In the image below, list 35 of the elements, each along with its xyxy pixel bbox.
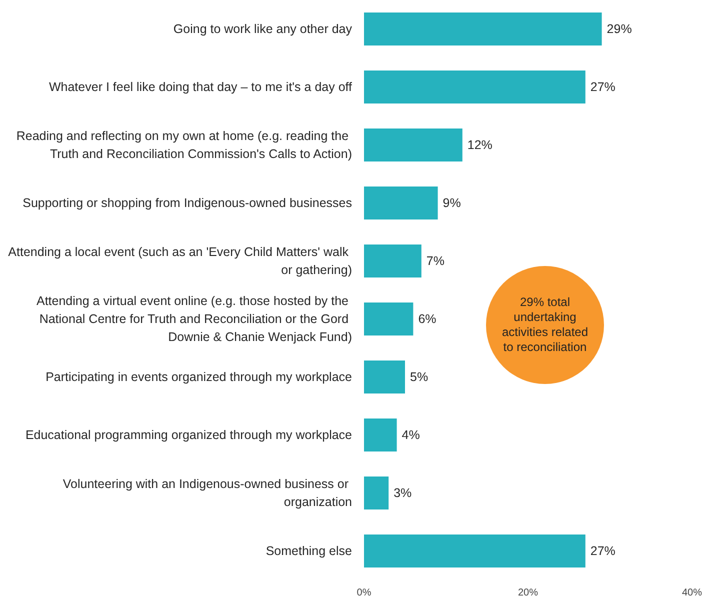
data-label: 4% bbox=[402, 428, 420, 442]
x-tick-label: 20% bbox=[518, 588, 538, 598]
data-label: 5% bbox=[410, 370, 428, 384]
bar bbox=[364, 360, 405, 394]
bar bbox=[364, 70, 586, 104]
bar bbox=[364, 12, 602, 46]
data-label: 27% bbox=[590, 544, 616, 558]
y-tick-label: Reading and reflecting on my own at home (e.g. reading the Truth and Reconciliation Commission's Calls to Action) bbox=[16, 129, 352, 161]
data-label: 3% bbox=[394, 486, 412, 500]
bar bbox=[364, 476, 389, 510]
y-tick-label: Something else bbox=[266, 544, 352, 558]
y-tick-label: Educational programming organized through my workplace bbox=[25, 428, 352, 442]
annotation: 29% total undertaking activities related to reconciliation bbox=[500, 295, 590, 355]
data-label: 6% bbox=[418, 312, 436, 326]
y-tick-label: Attending a local event (such as an 'Every Child Matters' walk or gathering) bbox=[8, 245, 352, 277]
y-tick-label: Whatever I feel like doing that day – to me it's a day off bbox=[48, 80, 353, 94]
y-tick-label: Supporting or shopping from Indigenous-owned businesses bbox=[22, 196, 352, 210]
bar bbox=[364, 418, 397, 452]
bar bbox=[364, 534, 586, 568]
data-label: 12% bbox=[467, 138, 492, 152]
bar bbox=[364, 128, 462, 162]
data-label: 9% bbox=[442, 196, 461, 210]
y-tick-label: Volunteering with an Indigenous-owned business or organization bbox=[62, 477, 352, 509]
bar bbox=[364, 302, 414, 336]
y-tick-label: Going to work like any other day bbox=[173, 22, 353, 36]
x-tick-label: 40% bbox=[682, 588, 702, 598]
data-label: 27% bbox=[590, 80, 616, 94]
circle-badge: 29% total undertaking activities related to reconciliation bbox=[486, 266, 604, 384]
y-tick-label: Attending a virtual event online (e.g. those hosted by the National Centre for Truth and Reconciliation or the Gord Downie & Chanie Wenjack Fund) bbox=[36, 294, 352, 344]
data-label: 7% bbox=[426, 254, 444, 268]
x-tick-label: 0% bbox=[356, 588, 372, 598]
y-tick-label: Participating in events organized through my workplace bbox=[46, 370, 352, 384]
bar bbox=[364, 186, 438, 220]
data-label: 29% bbox=[606, 22, 632, 36]
bar bbox=[364, 244, 422, 278]
